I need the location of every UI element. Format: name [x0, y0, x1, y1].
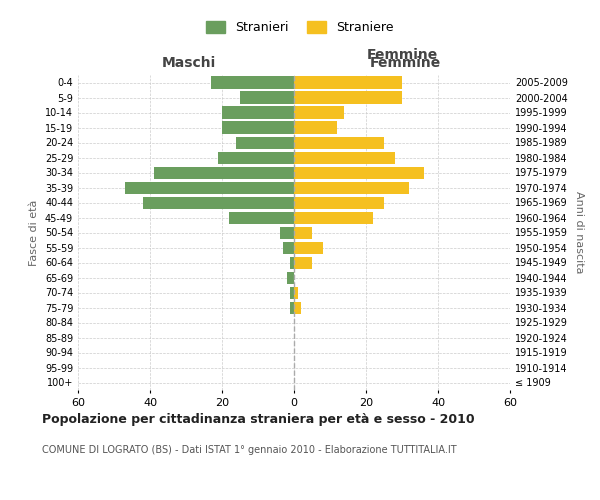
Bar: [294, 286, 298, 298]
Bar: [294, 256, 312, 268]
Bar: [236, 136, 294, 148]
Bar: [294, 242, 323, 254]
Text: COMUNE DI LOGRATO (BS) - Dati ISTAT 1° gennaio 2010 - Elaborazione TUTTITALIA.IT: COMUNE DI LOGRATO (BS) - Dati ISTAT 1° g…: [42, 445, 457, 455]
Bar: [143, 196, 294, 208]
Text: Femmine: Femmine: [370, 56, 440, 70]
Bar: [290, 256, 294, 268]
Bar: [294, 152, 395, 164]
Bar: [222, 122, 294, 134]
Bar: [290, 302, 294, 314]
Bar: [240, 92, 294, 104]
Bar: [222, 106, 294, 118]
Bar: [294, 182, 409, 194]
Bar: [229, 212, 294, 224]
Bar: [294, 76, 402, 88]
Bar: [211, 76, 294, 88]
Bar: [294, 212, 373, 224]
Bar: [294, 106, 344, 118]
Y-axis label: Fasce di età: Fasce di età: [29, 200, 39, 266]
Bar: [294, 136, 384, 148]
Bar: [218, 152, 294, 164]
Text: Femmine: Femmine: [367, 48, 437, 62]
Bar: [283, 242, 294, 254]
Bar: [125, 182, 294, 194]
Bar: [294, 92, 402, 104]
Text: Maschi: Maschi: [162, 56, 216, 70]
Bar: [154, 166, 294, 178]
Bar: [290, 286, 294, 298]
Bar: [294, 122, 337, 134]
Bar: [280, 226, 294, 238]
Y-axis label: Anni di nascita: Anni di nascita: [574, 191, 584, 274]
Text: Popolazione per cittadinanza straniera per età e sesso - 2010: Popolazione per cittadinanza straniera p…: [42, 412, 475, 426]
Bar: [294, 166, 424, 178]
Bar: [287, 272, 294, 283]
Bar: [294, 226, 312, 238]
Bar: [294, 302, 301, 314]
Bar: [294, 196, 384, 208]
Legend: Stranieri, Straniere: Stranieri, Straniere: [202, 16, 398, 40]
